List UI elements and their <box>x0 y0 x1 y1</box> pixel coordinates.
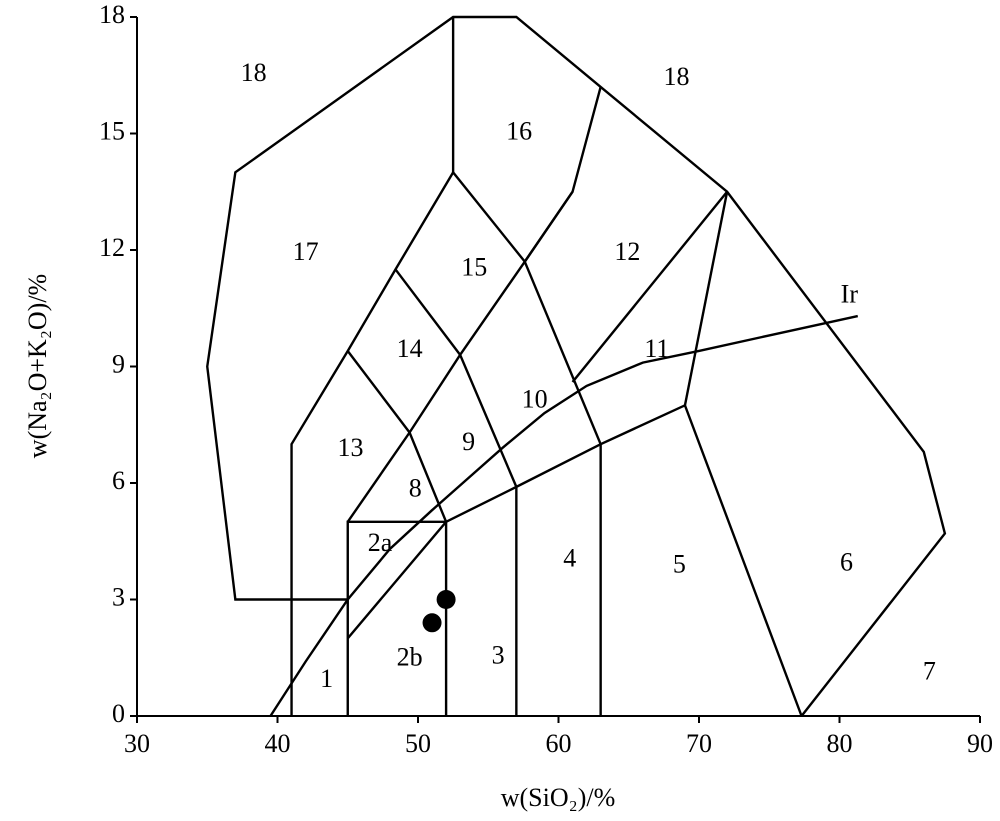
field-boundary <box>683 191 729 406</box>
y-tick-label: 9 <box>112 349 125 378</box>
y-tick-label: 6 <box>112 466 125 495</box>
y-tick-label: 18 <box>99 0 125 29</box>
y-axis-label: w(Na₂O+K₂O)/% <box>23 274 52 458</box>
field-boundary <box>523 261 602 445</box>
y-tick-label: 3 <box>112 582 125 611</box>
field-label: 8 <box>409 474 422 503</box>
axes <box>136 17 980 717</box>
field-label: 5 <box>673 549 686 578</box>
field-label: 12 <box>614 237 640 266</box>
field-boundary <box>346 520 448 716</box>
x-tick-label: 80 <box>827 729 853 758</box>
field-label: 4 <box>563 544 576 573</box>
field-label: 2a <box>368 528 393 557</box>
x-tick-label: 90 <box>967 729 993 758</box>
field-label: 7 <box>923 656 936 685</box>
field-label: 13 <box>338 433 364 462</box>
field-label: 1 <box>320 664 333 693</box>
field-label: 14 <box>397 334 423 363</box>
field-boundary <box>571 190 729 383</box>
field-label: Ir <box>841 280 859 309</box>
field-label: 3 <box>492 641 505 670</box>
data-point <box>422 613 442 633</box>
field-label: 9 <box>462 427 475 456</box>
field-boundary <box>346 403 803 717</box>
x-tick-label: 70 <box>686 729 712 758</box>
field-boundary <box>269 314 859 717</box>
field-label: 17 <box>293 237 319 266</box>
y-tick-label: 12 <box>99 233 125 262</box>
field-boundary <box>206 15 947 717</box>
field-label: 2b <box>397 643 423 672</box>
field-boundary <box>346 350 448 523</box>
field-label: 16 <box>506 116 532 145</box>
x-tick-label: 40 <box>265 729 291 758</box>
x-tick-label: 30 <box>124 729 150 758</box>
data-point <box>436 590 456 609</box>
field-label: 15 <box>461 252 487 281</box>
field-label: 18 <box>241 58 267 87</box>
y-tick-label: 15 <box>99 116 125 145</box>
field-label: 10 <box>522 384 548 413</box>
field-label: 6 <box>840 548 853 577</box>
x-tick-label: 50 <box>405 729 431 758</box>
field-label: 18 <box>664 62 690 91</box>
field-boundary <box>394 268 518 488</box>
x-axis-label: w(SiO₂)/% <box>501 783 616 812</box>
x-tick-label: 60 <box>546 729 572 758</box>
y-tick-label: 0 <box>112 699 125 728</box>
field-label: 11 <box>644 334 669 363</box>
